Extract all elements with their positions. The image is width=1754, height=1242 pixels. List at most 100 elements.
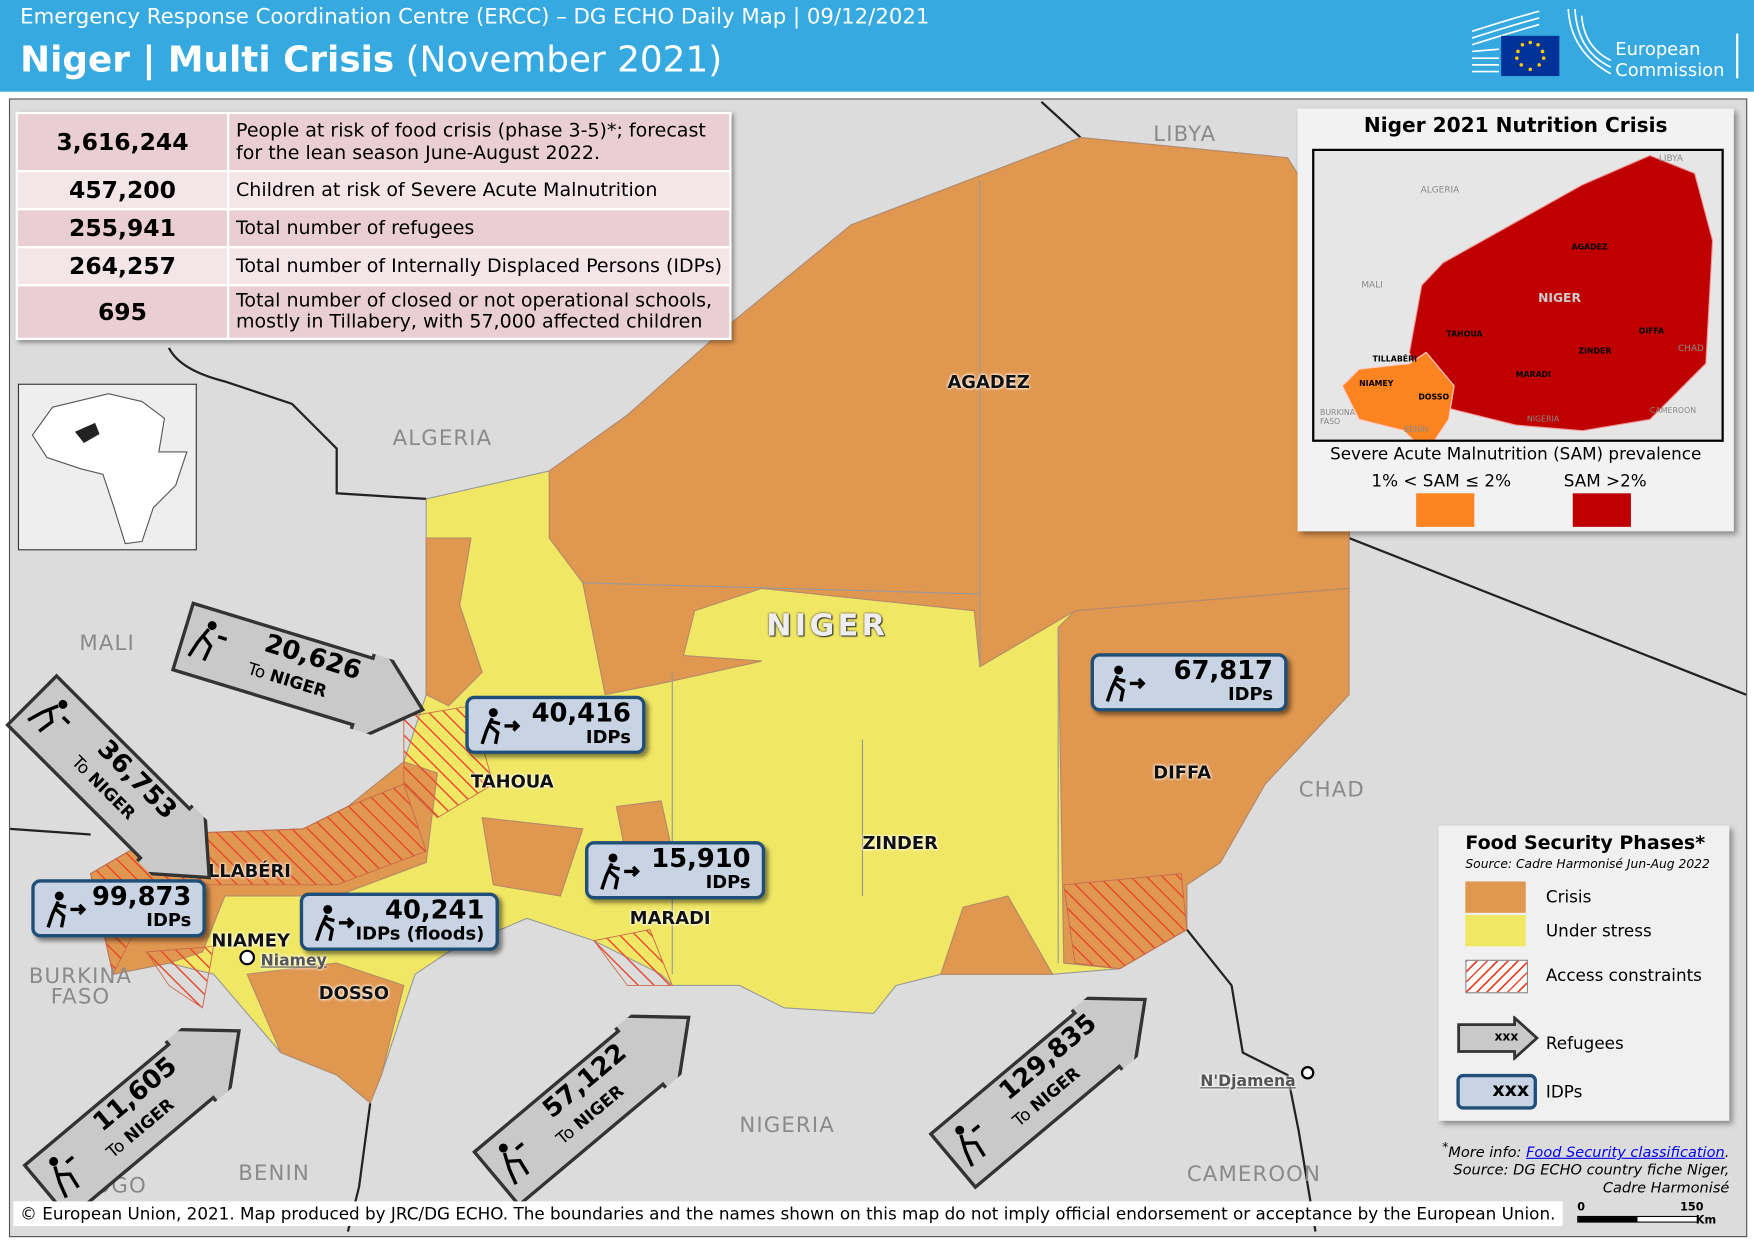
- inset-title: Niger 2021 Nutrition Crisis: [1363, 114, 1668, 138]
- label-dosso: DOSSO: [318, 982, 390, 1004]
- stat-row: 457,200 Children at risk of Severe Acute …: [15, 170, 732, 211]
- label-tillaberi: TILLABÉRI: [189, 860, 291, 882]
- idp-label: IDPs: [1227, 683, 1273, 705]
- inset-label-mali: MALI: [1361, 279, 1383, 290]
- legend-idp-box-icon: xxx: [1456, 1073, 1537, 1110]
- idp-person-icon: [600, 853, 640, 890]
- legend-refugee-arrow-icon: [1457, 1015, 1540, 1061]
- label-benin: BENIN: [238, 1161, 310, 1186]
- stat-row: 255,941 Total number of refugees: [15, 208, 732, 249]
- africa-locator-map: [17, 383, 197, 551]
- africa-outline-icon: [31, 393, 188, 545]
- inset-label-diffa: DIFFA: [1638, 326, 1665, 336]
- idp-callout-diffa: 67,817 IDPs: [1090, 653, 1288, 712]
- stat-value: 695: [15, 284, 230, 341]
- note-source-2: Cadre Harmonisé: [1602, 1180, 1730, 1198]
- inset-label-chad: CHAD: [1677, 343, 1704, 354]
- title-country: Niger | Multi Crisis: [20, 38, 395, 81]
- refugee-arrow-mali: 20,626 To NIGER: [170, 598, 439, 748]
- idp-callout-maradi: 15,910 IDPs: [585, 841, 766, 900]
- inset-label-benin: BENIN: [1403, 425, 1429, 435]
- label-mali: MALI: [79, 630, 135, 656]
- label-nigeria: NIGERIA: [739, 1113, 835, 1138]
- note-prefix: More info:: [1448, 1144, 1527, 1162]
- scale-bar: 0 150 Km: [1575, 1201, 1716, 1235]
- inset-label-burkina: BURKINA FASO: [1319, 408, 1356, 427]
- key-figures-table: 3,616,244 People at risk of food crisis (…: [15, 111, 732, 341]
- idp-count: 15,910: [651, 844, 751, 874]
- logo-divider: [1736, 33, 1739, 79]
- idp-count: 99,873: [91, 882, 192, 912]
- idp-label: IDPs: [705, 871, 751, 893]
- legend-refugee-symbol-text: xxx: [1494, 1029, 1519, 1044]
- note-source: Source: DG ECHO country fiche Niger,: [1453, 1162, 1730, 1180]
- stat-label: Total number of closed or not operationa…: [227, 284, 732, 341]
- legend-label-stress: Under stress: [1545, 920, 1652, 941]
- label-cameroon: CAMEROON: [1186, 1162, 1322, 1187]
- inset-legend-swatch-high: [1572, 493, 1631, 527]
- scale-unit: Km: [1695, 1214, 1717, 1228]
- capital-markers: [239, 949, 1315, 1080]
- inset-caption: Severe Acute Malnutrition (SAM) prevalen…: [1330, 444, 1702, 465]
- label-agadez: AGADEZ: [947, 371, 1030, 393]
- label-burkina-faso: BURKINA FASO: [28, 964, 133, 1009]
- legend-label-crisis: Crisis: [1545, 887, 1592, 908]
- inset-label-algeria: ALGERIA: [1420, 184, 1460, 195]
- refugee-arrow-icon: [170, 601, 426, 747]
- legend-swatch-crisis: [1465, 881, 1526, 913]
- map-canvas: [10, 100, 1747, 1232]
- stat-value: 3,616,244: [15, 111, 230, 173]
- stat-value: 264,257: [15, 246, 230, 287]
- label-niger: NIGER: [766, 608, 889, 644]
- stat-value: 255,941: [15, 208, 230, 249]
- ec-flag-icon: [1471, 8, 1612, 77]
- inset-label-tillaberi: TILLABÉRI: [1372, 354, 1418, 364]
- scale-bar-graphic: [1577, 1215, 1699, 1223]
- idp-count: 40,416: [531, 699, 631, 729]
- stat-label: People at risk of food crisis (phase 3-5…: [227, 111, 732, 173]
- label-chad: CHAD: [1298, 777, 1365, 803]
- idp-count: 40,241: [385, 895, 485, 926]
- city-niamey: Niamey: [260, 951, 327, 970]
- nutrition-inset-map: Niger 2021 Nutrition Crisis LIBYA ALGERI…: [1297, 108, 1734, 532]
- inset-label-maradi: MARADI: [1515, 370, 1552, 380]
- source-note: *More info: Food Security classification…: [1442, 1139, 1730, 1198]
- refugee-arrow-icon: [22, 1027, 241, 1221]
- region-boundaries: [582, 180, 1059, 975]
- legend-source: Source: Cadre Harmonisé Jun-Aug 2022: [1465, 856, 1710, 872]
- idp-label: IDPs (floods): [355, 922, 485, 945]
- header-bar: Emergency Response Coordination Centre (…: [0, 0, 1754, 92]
- inset-label-niger: NIGER: [1538, 290, 1581, 306]
- legend-label-refugees: Refugees: [1545, 1033, 1624, 1054]
- label-algeria: ALGERIA: [392, 426, 493, 451]
- inset-regions: [1341, 154, 1714, 440]
- refugee-arrow-icon: [5, 673, 212, 880]
- idp-person-icon: [480, 708, 521, 745]
- idp-callout-tillaberi: 99,873 IDPs: [31, 879, 206, 938]
- refugee-arrow-mali-south: 36,753 To NIGER: [3, 671, 240, 908]
- inset-label-niamey: NIAMEY: [1359, 379, 1394, 389]
- stat-row: 264,257 Total number of Internally Displa…: [15, 246, 732, 287]
- legend-title: Food Security Phases*: [1465, 832, 1706, 855]
- inset-label-tahoua: TAHOUA: [1446, 329, 1483, 339]
- idp-label: IDPs: [585, 725, 631, 748]
- inset-legend-label: 1% < SAM ≤ 2%: [1371, 470, 1512, 492]
- legend-swatch-access: [1465, 959, 1529, 994]
- inset-label-nigeria: NIGERIA: [1526, 415, 1560, 424]
- inset-label-libya: LIBYA: [1658, 153, 1684, 164]
- idp-count: 67,817: [1173, 656, 1273, 686]
- label-maradi: MARADI: [629, 907, 711, 929]
- scale-min: 0: [1577, 1201, 1586, 1214]
- copyright-disclaimer: © European Union, 2021. Map produced by …: [13, 1201, 1563, 1226]
- map-subtitle: Emergency Response Coordination Centre (…: [20, 4, 930, 30]
- idp-callout-tahoua: 40,416 IDPs: [465, 695, 646, 754]
- city-ndjamena: N'Djamena: [1200, 1072, 1296, 1091]
- inset-map-canvas: LIBYA ALGERIA MALI NIGER AGADEZ TAHOUA T…: [1312, 148, 1724, 442]
- label-diffa: DIFFA: [1153, 761, 1212, 784]
- title-date: (November 2021): [394, 38, 723, 81]
- food-security-classification-link[interactable]: Food Security classification: [1526, 1144, 1725, 1162]
- map-title: Niger | Multi Crisis (November 2021): [20, 38, 722, 81]
- stat-row: 3,616,244 People at risk of food crisis (…: [15, 111, 732, 173]
- label-libya: LIBYA: [1153, 121, 1217, 147]
- logo-text-2: Commission: [1615, 59, 1725, 81]
